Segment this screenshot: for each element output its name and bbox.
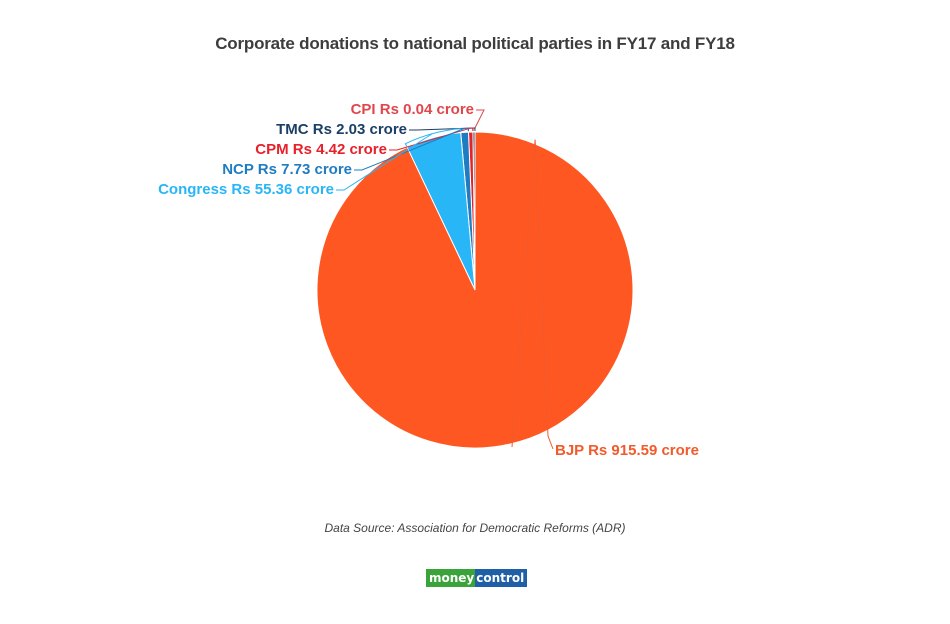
label-tmc: TMC Rs 2.03 crore xyxy=(276,121,407,138)
leader-line-tmc xyxy=(409,127,474,131)
leader-lines xyxy=(336,109,554,450)
leader-line-bjp xyxy=(511,139,554,450)
label-ncp: NCP Rs 7.73 crore xyxy=(222,161,352,178)
label-congress: Congress Rs 55.36 crore xyxy=(158,181,334,198)
label-cpi: CPI Rs 0.04 crore xyxy=(351,101,474,118)
label-bjp: BJP Rs 915.59 crore xyxy=(555,442,699,459)
chart-title: Corporate donations to national politica… xyxy=(215,34,735,53)
leader-line-ncp xyxy=(354,127,465,171)
data-source-note: Data Source: Association for Democratic … xyxy=(324,521,626,535)
label-cpm: CPM Rs 4.42 crore xyxy=(255,141,387,158)
logo-part-control: control xyxy=(475,569,528,587)
leader-line-congress xyxy=(336,133,433,191)
pie-slices xyxy=(316,131,634,449)
pie-slice-bjp xyxy=(316,131,634,449)
logo-part-money: money xyxy=(426,569,476,587)
leader-line-cpi xyxy=(474,109,485,129)
moneycontrol-logo: money control xyxy=(426,569,528,587)
